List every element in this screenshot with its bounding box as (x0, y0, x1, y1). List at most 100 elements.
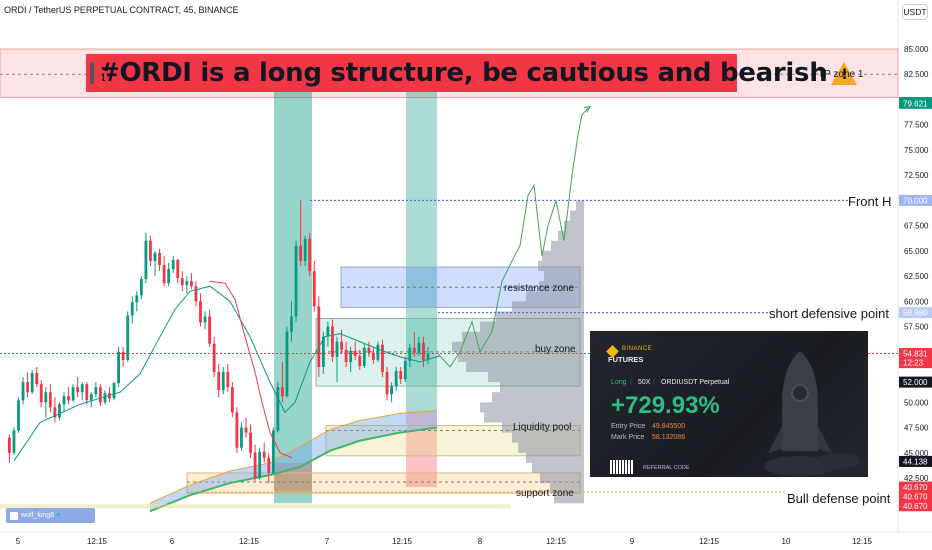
price-badge-label-5: 12:23 (903, 359, 924, 368)
x-tick-label-9: 12:15 (699, 537, 720, 546)
y-tick-label-9: 57.500 (904, 323, 929, 332)
candle-37 (176, 259, 180, 279)
candle-44 (208, 316, 211, 344)
bar-chart-icon (90, 62, 107, 84)
candle-69 (321, 336, 325, 367)
candle-36 (171, 259, 175, 270)
candle-4 (26, 382, 29, 393)
candle-50 (235, 412, 239, 448)
x-tick-label-1: 12:15 (87, 537, 108, 546)
candle-28 (135, 295, 139, 303)
price-badge-label-4: 54.831 (903, 350, 928, 359)
author-name: wolf_king8 (21, 512, 55, 519)
candle-30 (144, 240, 148, 280)
binance-pnl-card: BINANCE FUTURES Long | 50X | ORDIUSDT Pe… (590, 331, 868, 477)
position-highlight-3 (274, 462, 312, 492)
referral-label: REFERRAL CODE (643, 465, 690, 471)
x-tick-label-4: 7 (325, 537, 330, 546)
candle-54 (253, 452, 257, 478)
card-leverage: 50X (638, 379, 651, 386)
front-h-label: Front H (848, 194, 892, 209)
trend-band-lower-line (149, 426, 438, 513)
x-tick-label-11: 12:15 (852, 537, 873, 546)
qr-code-icon (610, 460, 634, 474)
price-badge-label-2: 70.000 (903, 196, 928, 205)
candle-82 (381, 344, 384, 373)
candle-87 (403, 360, 407, 380)
ma-fast-line (13, 285, 441, 462)
candle-26 (126, 315, 130, 360)
candle-25 (121, 351, 125, 360)
x-tick-label-5: 12:15 (392, 537, 413, 546)
candle-78 (362, 347, 366, 366)
candle-61 (285, 331, 289, 397)
x-tick-label-7: 12:15 (546, 537, 567, 546)
volume-profile-row-8 (539, 281, 584, 292)
candle-90 (417, 342, 421, 353)
candle-65 (303, 238, 307, 261)
candle-59 (276, 387, 280, 431)
candle-24 (117, 351, 120, 384)
volume-profile-row-9 (526, 291, 584, 302)
candle-89 (412, 347, 416, 353)
author-badge[interactable]: wolf_king8 ♥ (6, 508, 95, 523)
volume-profile-row-0 (576, 200, 584, 211)
bottom-zone-strip (0, 504, 510, 509)
entry-price-label: Entry Price (611, 423, 646, 430)
volume-profile-row-4 (551, 240, 584, 251)
candle-71 (331, 326, 334, 357)
symbol-title[interactable]: ORDI / TetherUS PERPETUAL CONTRACT, 45, … (4, 5, 239, 15)
card-roi: +729.93% (611, 392, 720, 419)
y-tick-label-0: 85.000 (904, 45, 929, 54)
candle-70 (326, 326, 330, 337)
y-tick-label-6: 65.000 (904, 247, 929, 256)
candle-72 (335, 341, 339, 357)
candle-13 (67, 396, 70, 401)
price-badge-label-10: 40.670 (903, 502, 928, 511)
price-badge-8 (899, 481, 932, 493)
y-tick-label-12: 45.000 (904, 449, 929, 458)
price-badge-label-6: 52.000 (903, 378, 928, 387)
price-badge-7 (899, 455, 932, 467)
candle-31 (149, 240, 152, 261)
projection-arrowhead (583, 105, 591, 113)
candle-18 (89, 394, 93, 401)
candle-42 (199, 301, 202, 323)
volume-profile-row-17 (488, 372, 584, 383)
price-badge-label-3: 58.880 (903, 309, 928, 318)
trend-band-upper-line (149, 409, 438, 504)
price-badge-4 (899, 348, 932, 360)
candle-57 (267, 457, 271, 473)
ma-slow-line (209, 280, 293, 459)
price-badge-6 (899, 376, 932, 388)
y-tick-label-7: 62.500 (904, 272, 929, 281)
candle-51 (240, 427, 243, 448)
x-tick-label-10: 10 (782, 537, 791, 546)
candle-47 (221, 372, 225, 391)
volume-profile-row-27 (540, 472, 584, 484)
candle-91 (422, 342, 425, 360)
candle-85 (394, 371, 398, 387)
warning-icon (831, 61, 858, 85)
resistance-zone-label: resistance zone (504, 283, 575, 294)
position-highlight-2 (406, 412, 437, 488)
candle-80 (372, 352, 375, 360)
candle-1 (12, 430, 16, 453)
y-tick-label-1: 82.500 (904, 70, 929, 79)
volume-profile-row-21 (484, 412, 584, 423)
y-tick-label-3: 75.000 (904, 146, 929, 155)
candle-19 (94, 387, 98, 395)
candle-49 (230, 387, 234, 413)
candle-58 (271, 430, 275, 473)
candle-40 (190, 281, 193, 287)
candle-17 (85, 384, 89, 401)
candle-38 (180, 278, 184, 286)
y-tick-label-8: 60.000 (904, 297, 929, 306)
candle-6 (35, 373, 39, 385)
card-contract: ORDIUSDT Perpetual (661, 379, 730, 386)
volume-profile-row-24 (518, 442, 584, 453)
currency-button[interactable]: USDT (902, 4, 928, 20)
candle-29 (139, 279, 143, 296)
